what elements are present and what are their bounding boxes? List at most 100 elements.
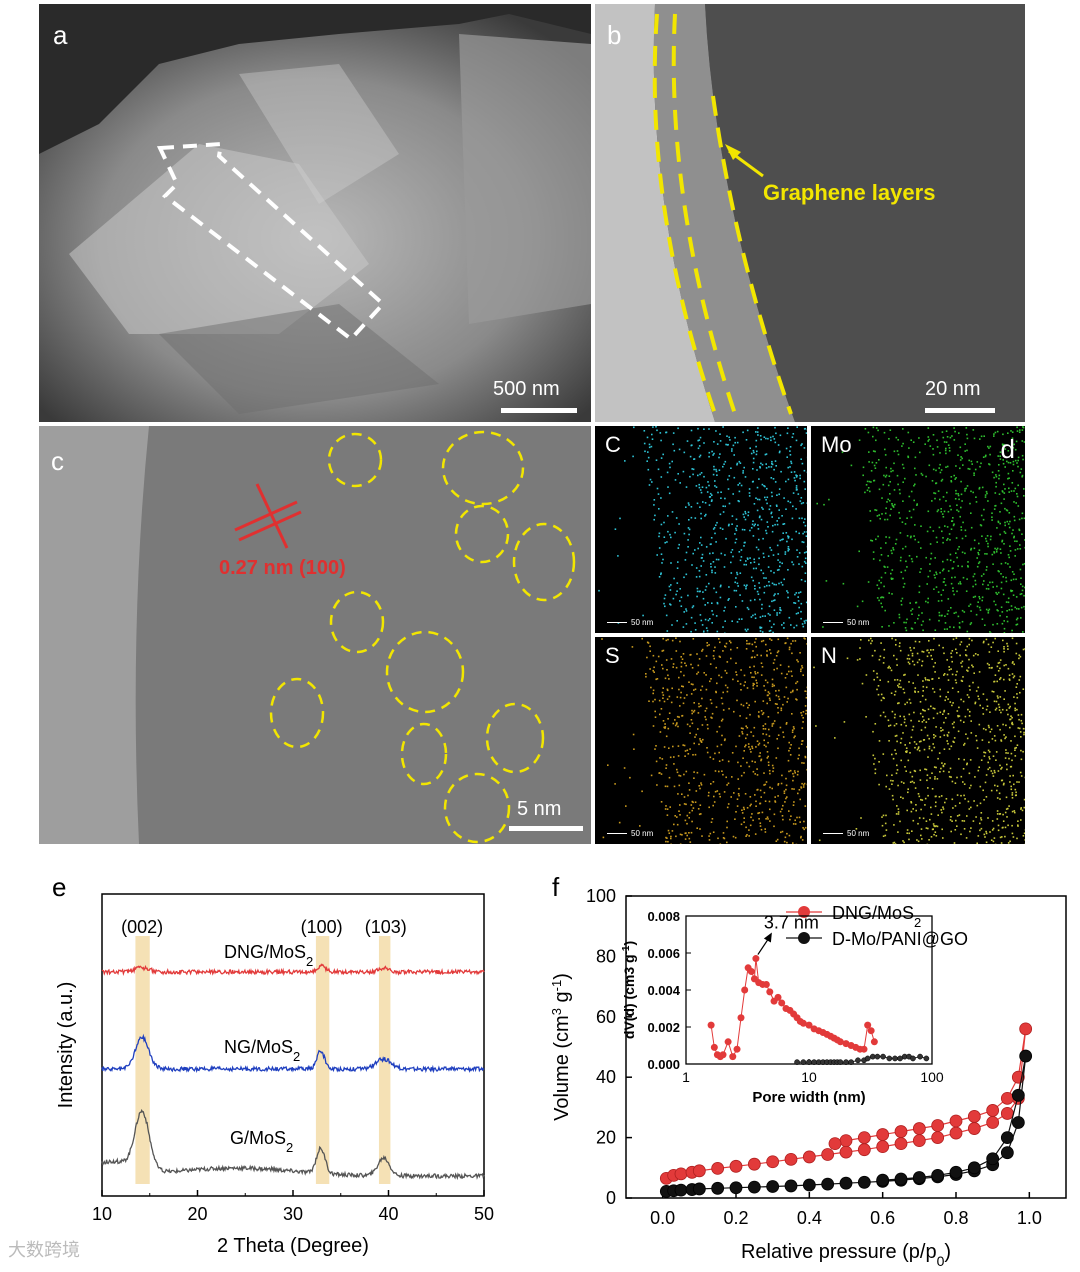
inset-point: [794, 1059, 800, 1065]
y-axis-label: Volume (cm3 g-1): [549, 973, 574, 1121]
isotherm-point: [967, 1122, 981, 1135]
inset-point: [762, 980, 770, 988]
eds-map-c: C 50 nm: [595, 426, 807, 633]
bet-axes-frame: [625, 895, 1067, 1199]
inset-point: [774, 993, 782, 1001]
panel-label-e: e: [52, 872, 67, 902]
y-tick-label: 100: [586, 886, 616, 906]
eds-map-n: N 50 nm: [811, 637, 1025, 844]
isotherm-point: [839, 1145, 853, 1159]
inset-point: [860, 1045, 868, 1053]
isotherm-point: [802, 1178, 816, 1192]
isotherm-point: [747, 1180, 761, 1194]
inset-point: [864, 1021, 872, 1029]
x-axis-label: 2 Theta (Degree): [217, 1235, 369, 1257]
lattice-spacing-annotation: 0.27 nm (100): [219, 557, 346, 579]
inset-point: [741, 986, 749, 994]
inset-point: [843, 1059, 849, 1065]
inset-y-tick-label: 0.002: [647, 1020, 680, 1035]
x-tick-label: 40: [378, 1204, 398, 1224]
isotherm-point: [912, 1171, 926, 1184]
sem-image: [39, 4, 591, 422]
x-tick-label: 0.6: [870, 1208, 895, 1228]
isotherm-point: [802, 1150, 816, 1164]
inset-point: [855, 1057, 861, 1064]
y-tick-label: 60: [596, 1007, 616, 1027]
hrtem-image-panel-c: 0.27 nm (100) c 5 nm: [39, 426, 591, 844]
inset-point: [836, 1038, 844, 1046]
isotherm-point: [839, 1176, 853, 1190]
inset-point: [729, 1053, 737, 1061]
sem-image-panel-a: a 500 nm: [39, 4, 591, 422]
isotherm-point: [894, 1137, 908, 1151]
isotherm-point: [1000, 1131, 1014, 1145]
scalebar-b: [925, 408, 995, 413]
x-tick-label: 10: [92, 1204, 112, 1224]
panel-label-a: a: [53, 20, 68, 50]
isotherm-point: [766, 1155, 780, 1169]
isotherm-point: [894, 1125, 908, 1138]
inset-point: [710, 1043, 718, 1051]
inset-point: [752, 955, 760, 963]
peak-label: (103): [365, 917, 407, 937]
inset-point: [917, 1053, 923, 1060]
inset-point: [778, 999, 786, 1007]
inset-point: [719, 1051, 727, 1059]
isotherm-point: [857, 1175, 871, 1189]
isotherm-point: [857, 1131, 871, 1145]
panel-label-c: c: [51, 446, 64, 476]
isotherm-point: [1011, 1116, 1025, 1129]
isotherm-point: [729, 1181, 743, 1195]
xrd-series-line: [101, 963, 485, 977]
panel-label-b: b: [607, 20, 622, 50]
inset-y-axis-label: dV(d) (cm3 g-1): [621, 941, 638, 1039]
x-tick-label: 0.0: [650, 1208, 675, 1228]
isotherm-point: [1019, 1049, 1033, 1063]
legend-label: DNG/MoS2: [832, 903, 921, 930]
inset-point: [848, 1059, 854, 1065]
isotherm-point: [986, 1104, 1000, 1117]
inset-x-tick-label: 10: [801, 1069, 817, 1085]
xrd-series-line: [101, 1108, 485, 1181]
isotherm-point: [747, 1157, 761, 1171]
isotherm-point: [821, 1148, 835, 1161]
isotherm-point: [894, 1172, 908, 1186]
y-tick-label: 20: [596, 1128, 616, 1148]
x-tick-label: 20: [187, 1204, 207, 1224]
eds-maps-panel-d: C 50 nm Mo 50 nm d S 50 nm N 50 nm: [595, 426, 1025, 844]
isotherm-point: [784, 1152, 798, 1166]
series-label: DNG/MoS2: [224, 942, 313, 969]
isotherm-point: [949, 1114, 963, 1128]
scalebar-label-c: 5 nm: [517, 798, 562, 820]
eds-scalebar-label: 50 nm: [847, 618, 870, 627]
tem-image-panel-b: Graphene layers b 20 nm: [595, 4, 1025, 422]
eds-scalebar-label: 50 nm: [631, 618, 654, 627]
isotherm-point: [674, 1167, 688, 1181]
x-axis-label: Relative pressure (p/p0): [741, 1241, 951, 1269]
inset-point: [870, 1038, 878, 1046]
isotherm-point: [839, 1134, 853, 1148]
inset-point: [867, 1027, 875, 1035]
isotherm-point: [674, 1183, 688, 1197]
x-tick-label: 50: [474, 1204, 494, 1224]
inset-point: [923, 1055, 930, 1062]
inset-point: [747, 968, 755, 975]
x-tick-label: 0.8: [943, 1208, 968, 1228]
y-tick-label: 40: [596, 1067, 616, 1087]
isotherm-point: [986, 1152, 1000, 1166]
legend-marker: [798, 906, 810, 918]
peak-highlight-band: [315, 936, 330, 1184]
inset-x-tick-label: 100: [920, 1069, 944, 1085]
isotherm-point: [692, 1164, 706, 1178]
x-tick-label: 30: [283, 1204, 303, 1224]
isotherm-point: [1000, 1107, 1014, 1120]
eds-map-mo: Mo 50 nm d: [811, 426, 1025, 633]
isotherm-point: [766, 1180, 780, 1193]
inset-x-axis-label: Pore width (nm): [752, 1089, 865, 1106]
eds-element-label: N: [821, 643, 837, 668]
graphene-layers-annotation: Graphene layers: [763, 180, 935, 205]
inset-point: [766, 988, 774, 996]
peak-label: (002): [121, 917, 163, 937]
isotherm-point: [876, 1173, 890, 1187]
isotherm-point: [986, 1116, 1000, 1129]
